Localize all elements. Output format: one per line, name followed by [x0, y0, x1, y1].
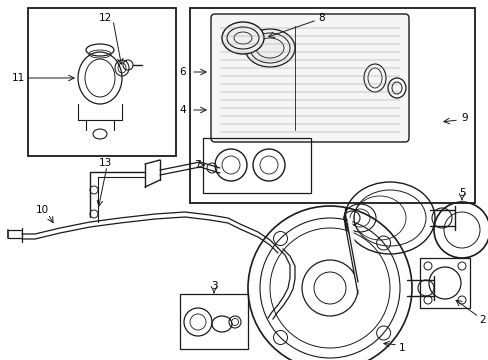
Text: 11: 11 [11, 73, 24, 83]
Text: 13: 13 [98, 158, 111, 168]
Text: 9: 9 [461, 113, 468, 123]
Text: 5: 5 [458, 188, 465, 198]
Text: 2: 2 [479, 315, 486, 325]
Text: 8: 8 [318, 13, 325, 23]
Text: 3: 3 [210, 281, 217, 291]
Text: 1: 1 [398, 343, 405, 353]
Ellipse shape [222, 22, 264, 54]
Bar [419, 258, 469, 308]
Text: 7: 7 [193, 160, 200, 170]
Bar [203, 138, 310, 193]
FancyBboxPatch shape [210, 14, 408, 142]
Ellipse shape [244, 29, 294, 67]
Text: 6: 6 [179, 67, 186, 77]
Text: 10: 10 [35, 205, 48, 215]
Text: 12: 12 [98, 13, 111, 23]
Text: 4: 4 [179, 105, 186, 115]
Bar [28, 8, 176, 156]
Bar [180, 294, 247, 349]
Bar [190, 8, 474, 203]
